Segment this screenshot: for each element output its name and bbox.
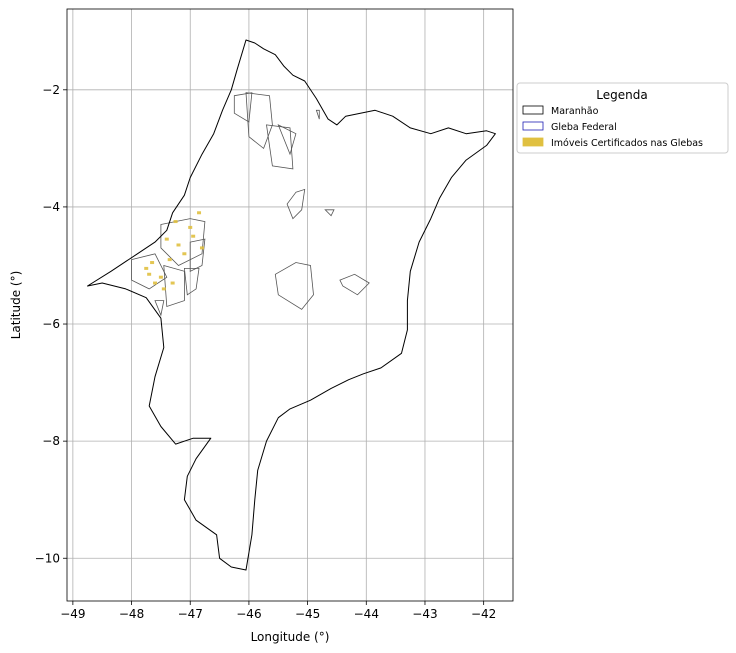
x-tick-label: −44 (354, 607, 379, 621)
legend: Legenda Maranhão Gleba Federal Imóveis Cer… (516, 82, 729, 154)
legend-swatch (522, 105, 544, 115)
certified-patch (197, 211, 202, 215)
certified-patch (176, 243, 181, 247)
certified-patch (147, 272, 152, 276)
certified-patch (158, 275, 163, 279)
gleba-polygon (324, 209, 335, 217)
legend-swatch (522, 137, 544, 147)
legend-frame (516, 82, 729, 154)
x-tick-label: −49 (60, 607, 85, 621)
y-tick-label: −2 (42, 83, 60, 97)
gleba-polygon (189, 238, 206, 272)
grid-lines (67, 9, 513, 601)
gleba-polygon (274, 262, 314, 310)
certified-patch (188, 225, 193, 229)
gleba-polygon (286, 188, 306, 220)
y-tick-label: −6 (42, 317, 60, 331)
legend-swatch (522, 121, 544, 131)
certified-layer (144, 211, 204, 291)
gleba-polygon (154, 300, 165, 317)
x-tick-label: −46 (236, 607, 261, 621)
gleba-polygon (277, 124, 297, 156)
certified-patch (164, 237, 169, 241)
x-tick-label: −42 (471, 607, 496, 621)
y-tick-label: −8 (42, 434, 60, 448)
certified-patch (191, 234, 196, 238)
x-tick-label: −47 (178, 607, 203, 621)
certified-patch (199, 246, 204, 250)
gleba-polygon (131, 253, 168, 290)
certified-patch (182, 252, 187, 256)
x-ticks: −49 −48 −47 −46 −45 −44 −43 −42 (60, 601, 496, 621)
gleba-polygon (339, 273, 370, 296)
x-axis-label: Longitude (°) (251, 630, 330, 644)
y-axis-label: Latitude (°) (9, 271, 23, 340)
y-tick-label: −10 (35, 551, 60, 565)
y-ticks: −2 −4 −6 −8 −10 (35, 83, 67, 565)
gleba-layer (131, 92, 370, 317)
gleba-polygon (163, 264, 185, 308)
certified-patch (167, 258, 172, 262)
gleba-polygon (183, 267, 200, 296)
gleba-polygon (315, 109, 320, 120)
certified-patch (144, 266, 149, 270)
legend-label: Imóveis Certificados nas Glebas (551, 138, 703, 149)
gleba-polygon (160, 218, 206, 266)
x-tick-label: −48 (119, 607, 144, 621)
x-tick-label: −45 (295, 607, 320, 621)
certified-patch (150, 261, 155, 265)
certified-patch (170, 281, 175, 285)
certified-patch (161, 287, 166, 291)
certified-patch (173, 220, 178, 224)
legend-title: Legenda (596, 88, 647, 102)
legend-label: Gleba Federal (551, 122, 617, 133)
legend-label: Maranhão (551, 106, 599, 117)
certified-patch (153, 281, 158, 285)
plot-frame (66, 8, 514, 602)
x-tick-label: −43 (412, 607, 437, 621)
y-tick-label: −4 (42, 200, 60, 214)
state-layer (87, 39, 496, 571)
maranhao-outline (87, 39, 496, 571)
gleba-polygon (233, 92, 253, 123)
